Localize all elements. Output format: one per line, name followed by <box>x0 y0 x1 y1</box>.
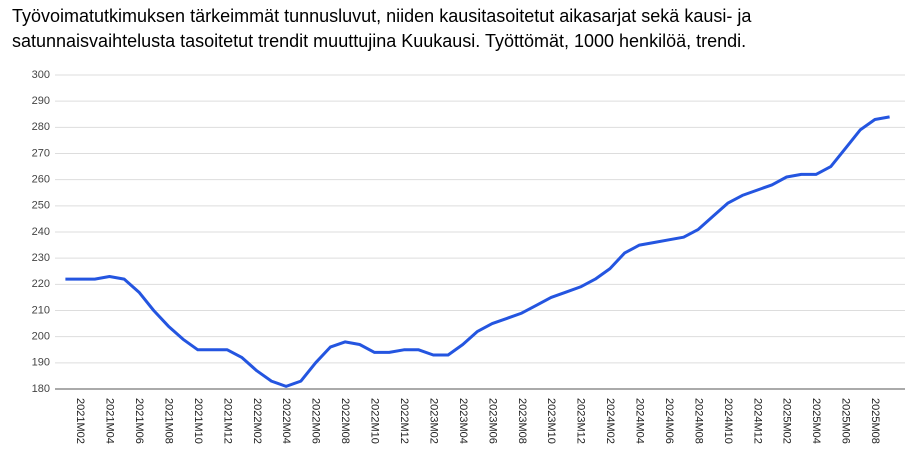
y-tick-label: 190 <box>32 357 50 369</box>
x-tick-label: 2021M06 <box>133 398 145 444</box>
x-tick-label: 2023M08 <box>516 398 528 444</box>
x-tick-label: 2022M08 <box>339 398 351 444</box>
x-tick-label: 2024M08 <box>692 398 704 444</box>
x-tick-label: 2021M10 <box>192 398 204 444</box>
x-tick-label: 2025M06 <box>840 398 852 444</box>
x-tick-label: 2025M08 <box>869 398 881 444</box>
x-tick-label: 2023M10 <box>545 398 557 444</box>
y-tick-label: 260 <box>32 174 50 186</box>
x-tick-label: 2025M02 <box>781 398 793 444</box>
x-tick-label: 2022M12 <box>398 398 410 444</box>
x-tick-label: 2021M08 <box>162 398 174 444</box>
x-tick-label: 2022M06 <box>310 398 322 444</box>
line <box>65 115 890 388</box>
y-tick-label: 280 <box>32 121 50 133</box>
x-tick-label: 2022M04 <box>280 398 292 444</box>
x-tick-label: 2023M04 <box>457 398 469 444</box>
y-tick-label: 300 <box>32 69 50 81</box>
x-tick-label: 2024M06 <box>663 398 675 444</box>
x-tick-label: 2022M02 <box>251 398 263 444</box>
y-tick-label: 180 <box>32 383 50 395</box>
y-tick-label: 210 <box>32 304 50 316</box>
x-tick-label: 2021M04 <box>104 398 116 444</box>
chart-title: satunnaisvaihtelusta tasoitetut trendit … <box>12 31 746 51</box>
chart-title: Työvoimatutkimuksen tärkeimmät tunnusluv… <box>12 6 752 26</box>
x-tick-label: 2021M02 <box>74 398 86 444</box>
x-tick-label: 2021M12 <box>221 398 233 444</box>
x-tick-label: 2025M04 <box>810 398 822 444</box>
y-tick-label: 220 <box>32 278 50 290</box>
x-tick-label: 2023M02 <box>427 398 439 444</box>
y-tick-label: 250 <box>32 200 50 212</box>
x-tick-label: 2024M10 <box>722 398 734 444</box>
y-tick-label: 270 <box>32 147 50 159</box>
x-tick-label: 2023M12 <box>575 398 587 444</box>
x-tick-label: 2024M12 <box>751 398 763 444</box>
x-tick-label: 2022M10 <box>369 398 381 444</box>
y-tick-label: 230 <box>32 252 50 264</box>
x-tick-label: 2024M04 <box>634 398 646 444</box>
y-tick-label: 200 <box>32 331 50 343</box>
y-tick-label: 240 <box>32 226 50 238</box>
x-tick-label: 2024M02 <box>604 398 616 444</box>
y-tick-label: 290 <box>32 95 50 107</box>
x-tick-label: 2023M06 <box>486 398 498 444</box>
